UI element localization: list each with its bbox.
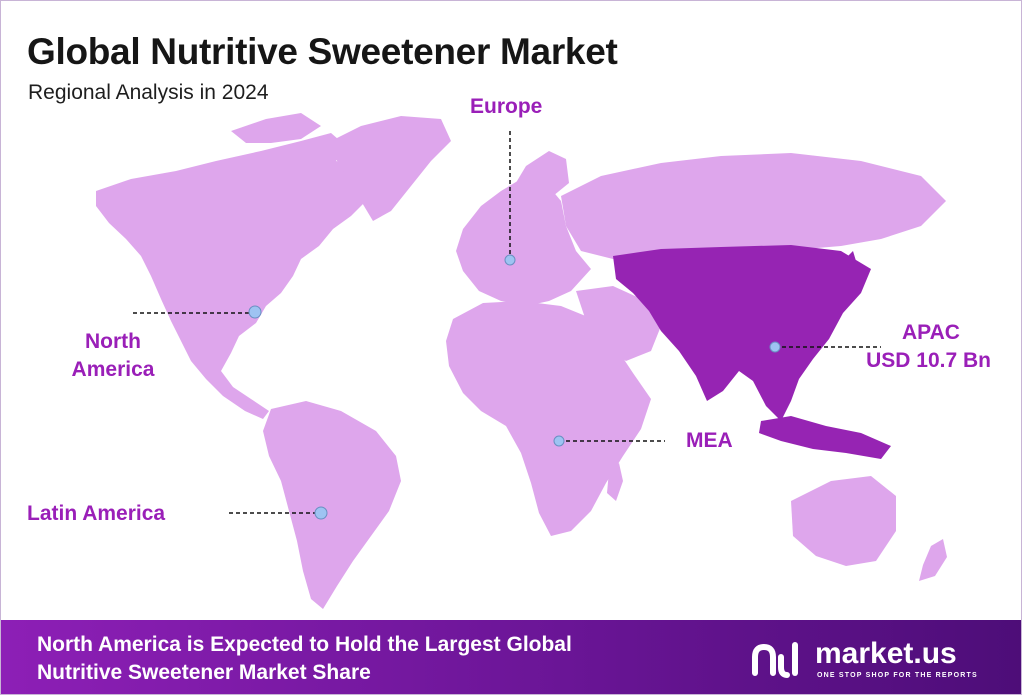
mea-label: MEA: [686, 429, 733, 452]
footer-line-1: North America is Expected to Hold the La…: [37, 633, 572, 656]
europe-marker: [504, 254, 516, 266]
mea-marker: [553, 435, 565, 447]
brand-name: market.us: [815, 637, 957, 670]
uk-landmass: [471, 206, 491, 241]
apac-region-highlight: [613, 245, 871, 421]
brand-tagline: ONE STOP SHOP FOR THE REPORTS: [817, 672, 978, 679]
page-subtitle: Regional Analysis in 2024: [28, 81, 269, 104]
latin-america-marker: [314, 506, 328, 520]
north-asia-landmass: [561, 153, 946, 259]
arctic-islands-landmass: [231, 113, 321, 143]
north-america-label: North America: [58, 328, 168, 384]
apac-label-name: APAC: [902, 321, 960, 344]
north-america-label-line1: North: [85, 330, 141, 353]
greenland-landmass: [331, 116, 451, 221]
apac-label: APAC USD 10.7 Bn: [851, 319, 991, 375]
north-america-landmass: [96, 133, 371, 419]
brand-block: market.us ONE STOP SHOP FOR THE REPORTS: [749, 637, 999, 681]
europe-landmass: [456, 179, 591, 306]
southeast-asia-islands: [759, 416, 891, 459]
apac-label-value: USD 10.7 Bn: [866, 349, 991, 372]
australia-landmass: [791, 476, 896, 566]
market-us-logo-icon: [752, 642, 798, 678]
north-america-label-line2: America: [71, 358, 155, 381]
africa-landmass: [446, 301, 651, 536]
japan-landmass: [831, 251, 859, 313]
north-america-marker: [248, 305, 262, 319]
footer-line-2: Nutritive Sweetener Market Share: [37, 661, 371, 684]
madagascar-landmass: [607, 463, 623, 501]
new-zealand-landmass: [919, 539, 947, 581]
middle-east-landmass: [576, 286, 661, 361]
footer-banner: North America is Expected to Hold the La…: [1, 620, 1021, 694]
europe-label: Europe: [470, 95, 543, 118]
apac-marker: [769, 341, 781, 353]
latin-america-label: Latin America: [27, 502, 166, 525]
footer-statement: North America is Expected to Hold the La…: [37, 631, 717, 687]
scandinavia-landmass: [511, 151, 569, 206]
south-america-landmass: [263, 401, 401, 609]
page-title: Global Nutritive Sweetener Market: [27, 31, 618, 72]
